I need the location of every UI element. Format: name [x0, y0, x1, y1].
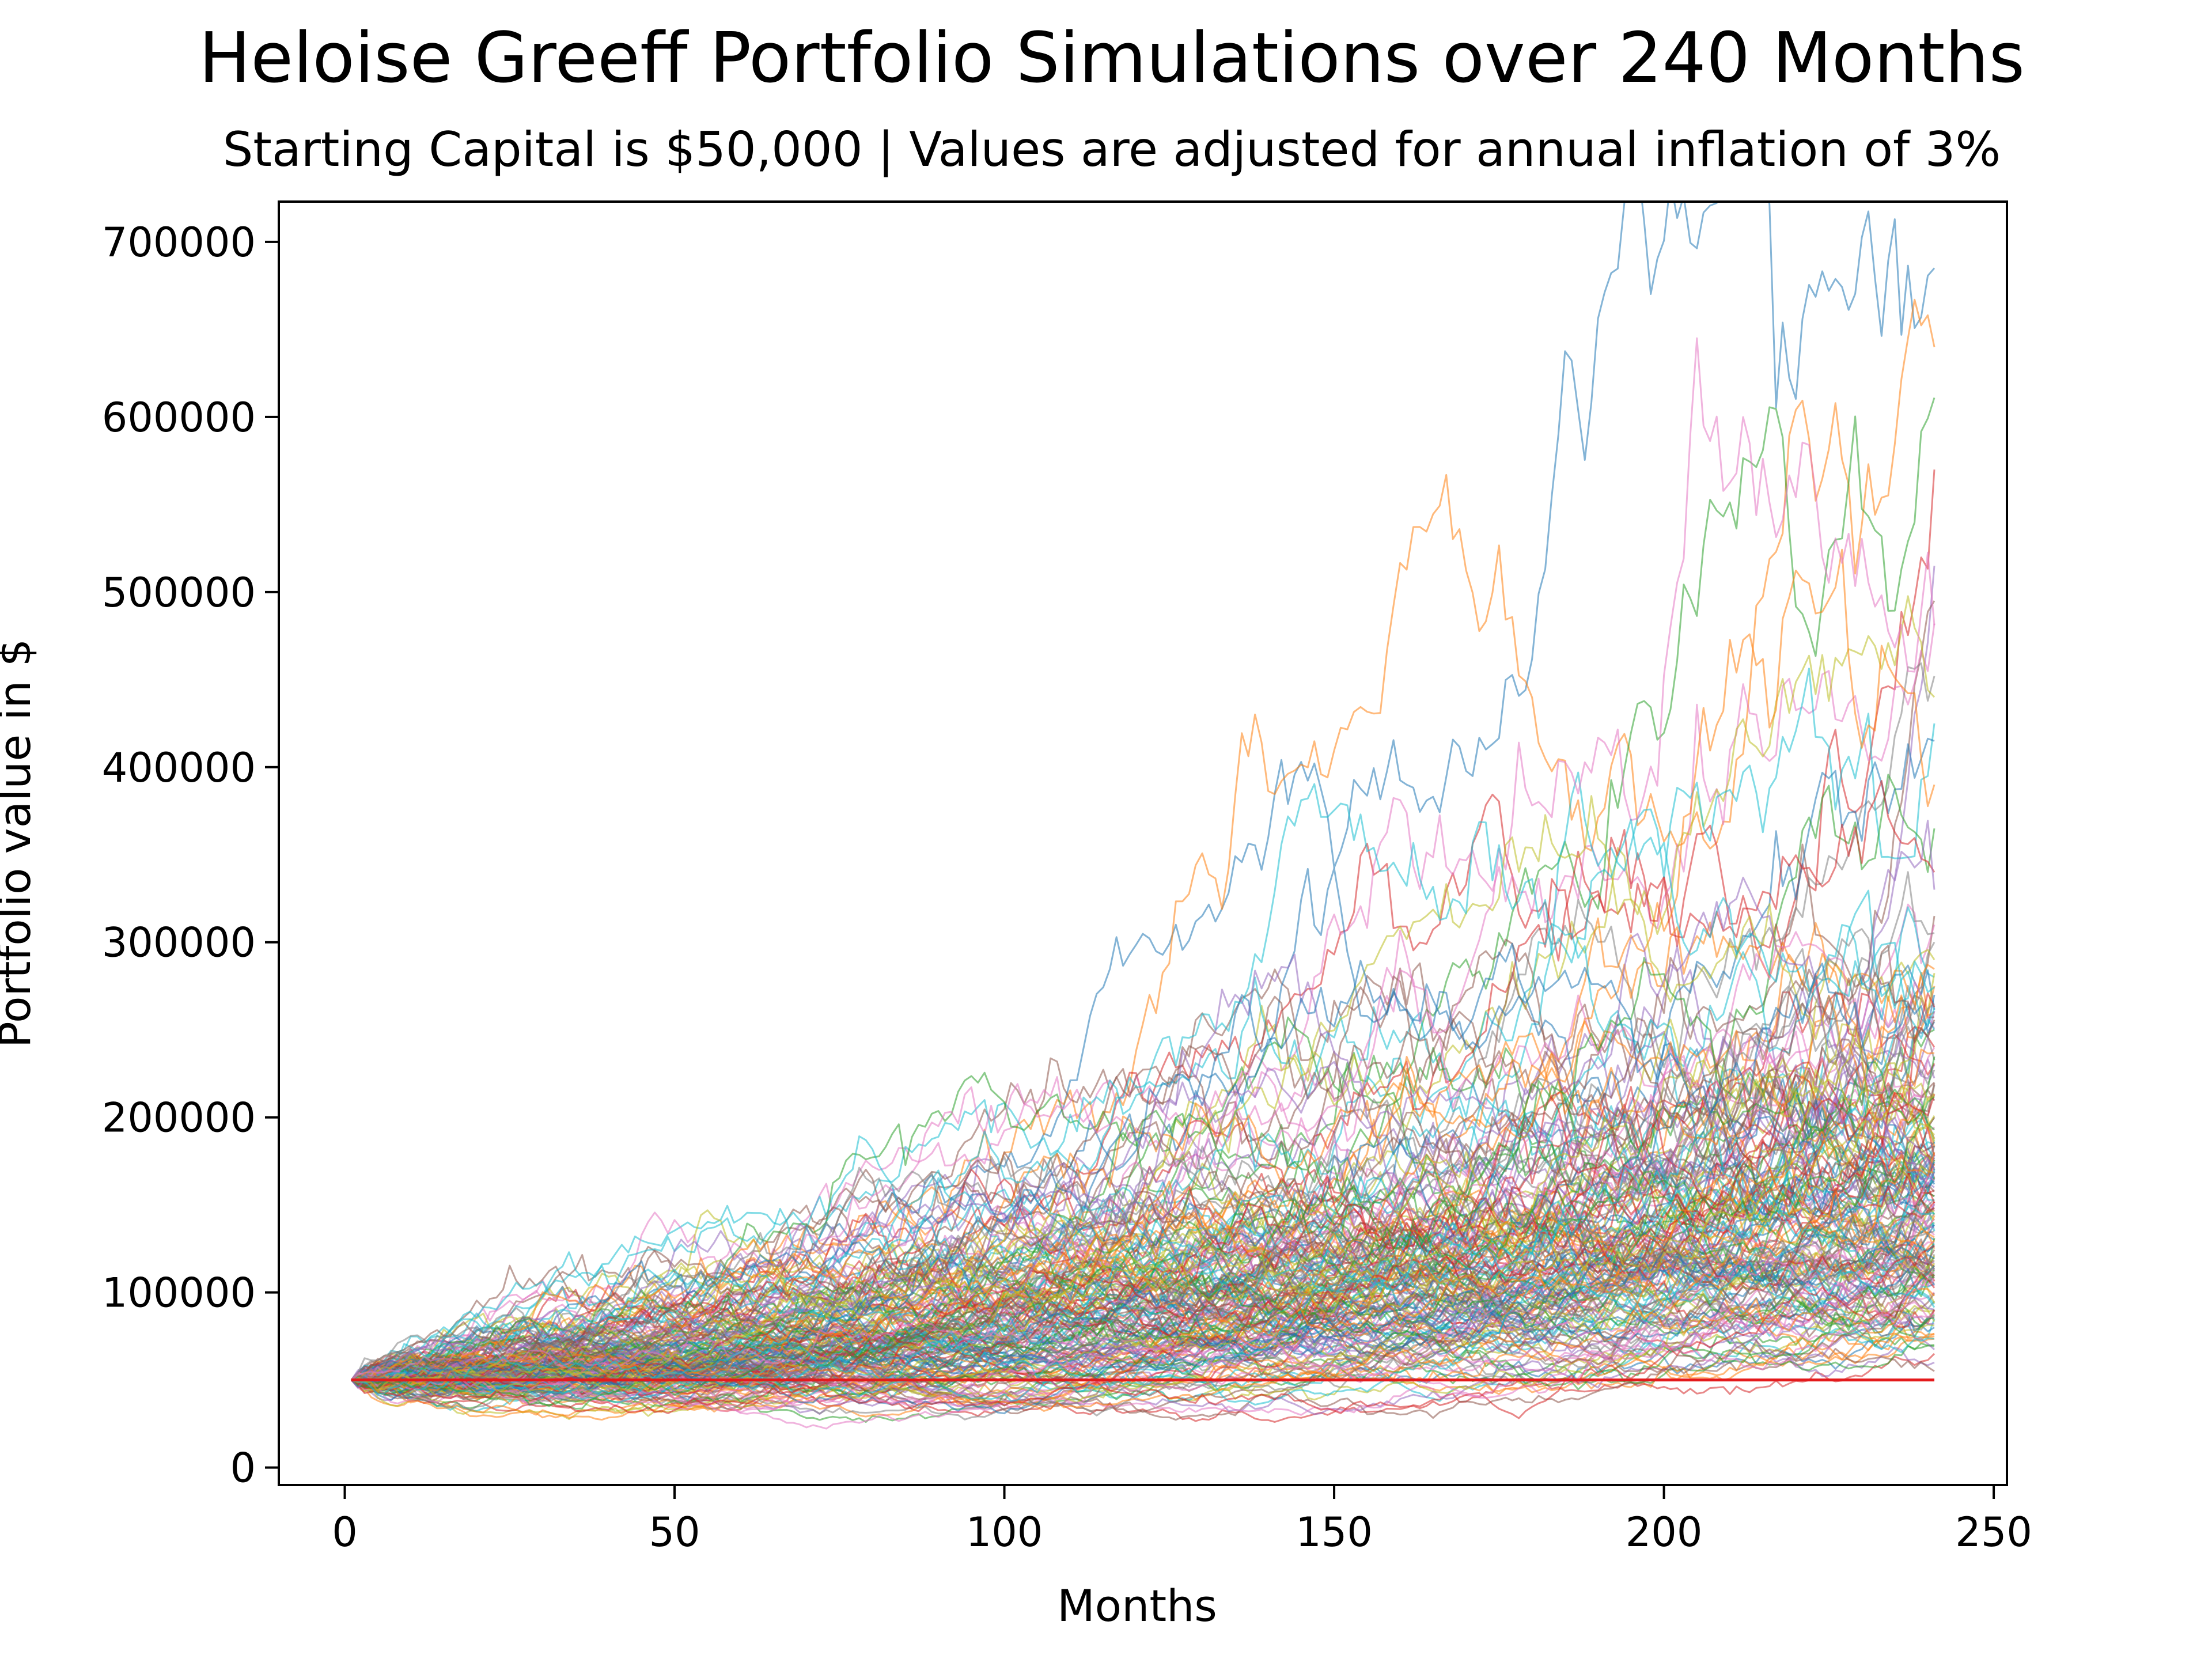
simulation-line [351, 1026, 1935, 1393]
simulation-line [350, 1257, 1935, 1381]
simulation-line [351, 783, 1936, 1381]
x-tick-label: 200 [1626, 1509, 1703, 1556]
chart-title: Heloise Greeff Portfolio Simulations ove… [199, 18, 2025, 99]
simulation-line [351, 1254, 1936, 1381]
simulation-line [351, 1156, 1935, 1387]
y-tick-label: 100000 [102, 1270, 256, 1317]
y-tick-label: 300000 [102, 919, 256, 967]
x-tick-label: 0 [332, 1509, 358, 1556]
simulation-line [351, 1152, 1936, 1391]
simulation-line [351, 1301, 1935, 1399]
x-tick-label: 150 [1296, 1509, 1373, 1556]
x-tick-label: 100 [966, 1509, 1043, 1556]
simulation-line [350, 1096, 1936, 1401]
simulation-line [351, 957, 1935, 1388]
simulation-line [350, 600, 1936, 1391]
y-tick-label: 600000 [102, 394, 256, 441]
simulation-line [351, 1218, 1936, 1395]
simulation-line [351, 1124, 1935, 1403]
y-tick-label: 400000 [102, 744, 256, 791]
simulation-line [351, 1234, 1935, 1414]
simulation-line [351, 1202, 1936, 1391]
simulation-line [351, 1282, 1935, 1397]
simulation-line [351, 1056, 1936, 1381]
simulation-line [351, 1198, 1936, 1386]
x-axis-label: Months [1057, 1580, 1217, 1631]
y-tick-label: 0 [230, 1445, 256, 1492]
x-tick-label: 250 [1955, 1509, 2032, 1556]
simulation-line [351, 972, 1936, 1381]
simulation-line [351, 1018, 1936, 1385]
y-axis-label: Portfolio value in $ [0, 639, 40, 1048]
simulation-line [351, 1255, 1935, 1404]
y-tick-label: 700000 [102, 219, 256, 266]
simulation-line [350, 1138, 1936, 1381]
simulation-line [351, 1260, 1935, 1406]
simulation-line [351, 1135, 1935, 1389]
plot-frame [278, 200, 2008, 1486]
simulation-line [351, 1200, 1936, 1386]
simulation-line [350, 957, 1935, 1381]
simulation-line [351, 960, 1936, 1389]
chart-subtitle: Starting Capital is $50,000 | Values are… [223, 122, 2001, 177]
y-axis: 0 100000 200000 300000 400000 500000 600000 700… [102, 219, 279, 1492]
simulation-line [351, 1096, 1935, 1410]
x-axis: 0 50 100 150 200 250 [332, 1485, 2032, 1556]
simulation-line [350, 298, 1936, 1381]
simulation-line [351, 1195, 1935, 1389]
y-tick-label: 500000 [102, 569, 256, 616]
y-tick-label: 200000 [102, 1094, 256, 1142]
x-tick-label: 50 [649, 1509, 700, 1556]
simulation-line [350, 876, 1936, 1381]
